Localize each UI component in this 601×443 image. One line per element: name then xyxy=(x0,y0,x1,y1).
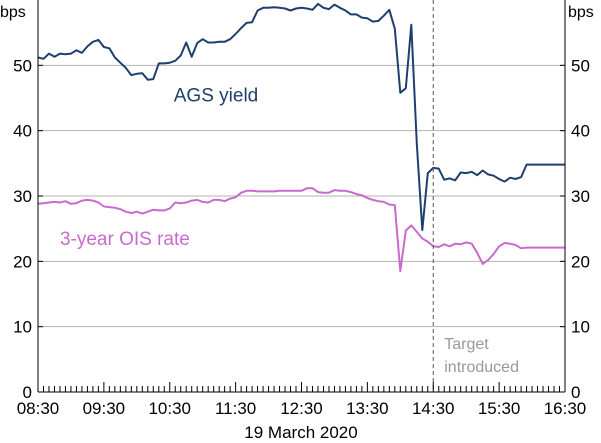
target-introduced-label-line-2: introduced xyxy=(444,359,519,376)
y-tick-label-right-50: 50 xyxy=(571,56,590,75)
x-tick-label-1330: 13:30 xyxy=(346,399,389,418)
series-line-1 xyxy=(37,187,565,273)
y-tick-label-right-30: 30 xyxy=(571,187,590,206)
x-tick-label-1530: 15:30 xyxy=(478,399,521,418)
x-tick-label-1130: 11:30 xyxy=(215,399,256,418)
y-tick-label-left-20: 20 xyxy=(13,252,32,271)
y-tick-label-right-40: 40 xyxy=(571,122,590,141)
y-axis-unit-right: bps xyxy=(568,4,594,21)
x-tick-label-0830: 08:30 xyxy=(17,399,60,418)
y-tick-label-left-30: 30 xyxy=(13,187,32,206)
target-introduced-label-line-1: Target xyxy=(444,336,489,353)
series-line-0 xyxy=(37,2,565,231)
y-tick-label-left-0: 0 xyxy=(23,383,32,402)
y-tick-label-right-10: 10 xyxy=(571,318,590,337)
target-introduced-annotation: Target introduced xyxy=(432,0,519,392)
x-tick-label-1230: 12:30 xyxy=(280,399,323,418)
series-lines xyxy=(37,2,565,273)
series-labels: AGS yield 3-year OIS rate xyxy=(60,85,258,250)
y-tick-label-left-40: 40 xyxy=(13,122,32,141)
y-axis-unit-left: bps xyxy=(0,4,26,21)
y-tick-label-right-20: 20 xyxy=(571,252,590,271)
x-tick-label-1030: 10:30 xyxy=(148,399,191,418)
x-axis-label: 19 March 2020 xyxy=(244,423,357,442)
x-tick-label-1630: 16:30 xyxy=(544,399,587,418)
x-tick-label-0930: 09:30 xyxy=(83,399,126,418)
x-tick-label-1430: 14:30 xyxy=(412,399,455,418)
y-tick-label-left-10: 10 xyxy=(13,318,32,337)
series-label-ags-yield: AGS yield xyxy=(174,85,258,106)
series-label-3-year-ois-rate: 3-year OIS rate xyxy=(60,229,190,250)
axes: 0 0 10 10 20 20 30 30 40 40 50 50 08:30 09:30 10:30 11:… xyxy=(13,56,590,418)
y-tick-label-right-0: 0 xyxy=(571,383,580,402)
gridlines xyxy=(38,64,565,328)
y-tick-label-left-50: 50 xyxy=(13,56,32,75)
